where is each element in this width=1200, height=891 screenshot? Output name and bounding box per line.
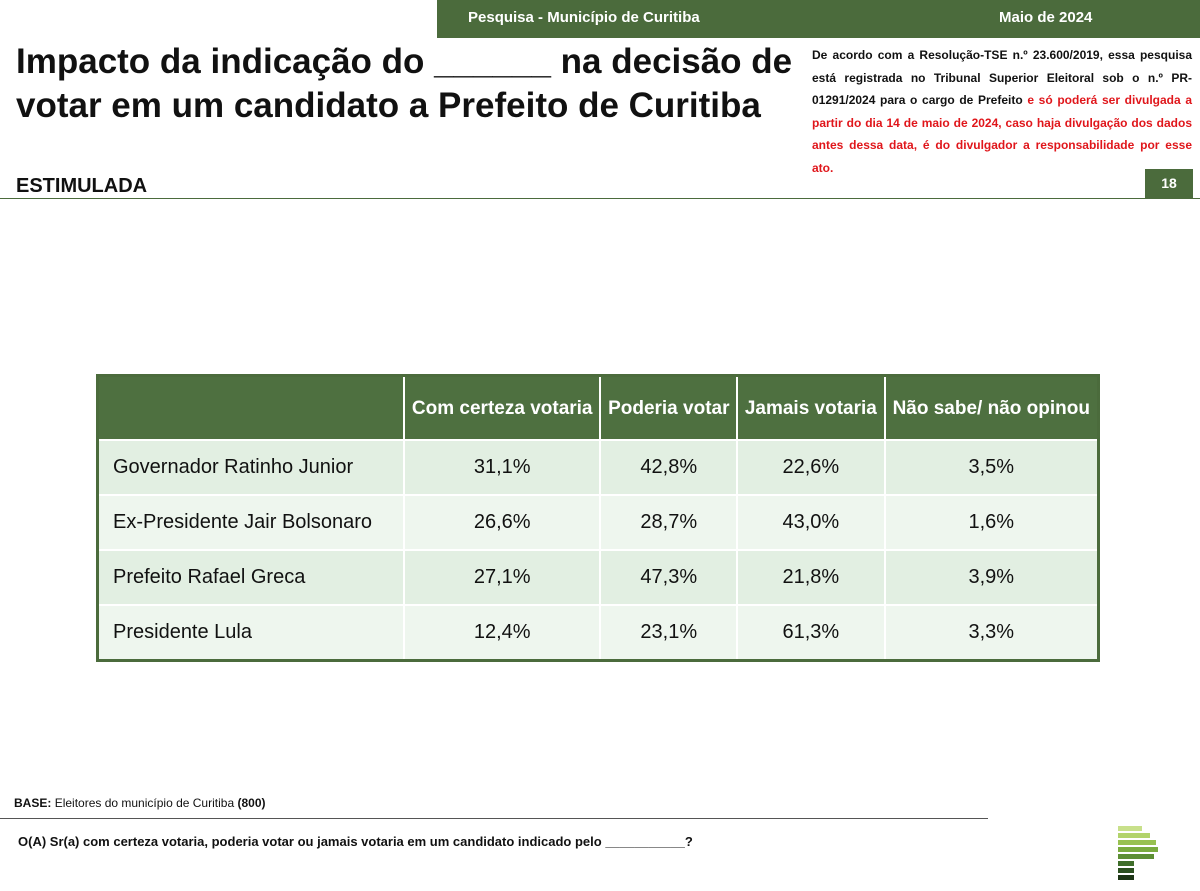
header-row: Com certeza votaria Poderia votar Jamais v… (97, 375, 1099, 440)
cell: 42,8% (599, 439, 738, 495)
cell: 26,6% (402, 494, 601, 550)
base-note: BASE: Eleitores do município de Curitiba… (14, 796, 265, 810)
disclaimer: De acordo com a Resolução-TSE n.º 23.600… (812, 44, 1192, 179)
table-row: Ex-Presidente Jair Bolsonaro 26,6% 28,7% 43… (97, 494, 1099, 550)
cell: 27,1% (402, 549, 601, 605)
cell: 3,3% (883, 604, 1099, 661)
cell: 43,0% (736, 494, 885, 550)
header-line (0, 198, 1200, 199)
table-row: Presidente Lula 12,4% 23,1% 61,3% 3,3% (97, 604, 1099, 661)
footer-line (0, 818, 988, 819)
base-count: (800) (237, 796, 266, 810)
base-text: Eleitores do município de Curitiba (54, 796, 235, 810)
cell: 22,6% (736, 439, 885, 495)
cell: 23,1% (599, 604, 738, 661)
disclaimer-text: De acordo com a Resolução-TSE n.º 23.600… (812, 48, 1192, 107)
header-right: Maio de 2024 (999, 9, 1093, 26)
header-bar: Pesquisa - Município de Curitiba Maio de… (437, 0, 1200, 38)
column-header: Poderia votar (599, 375, 738, 440)
cell: 3,9% (883, 549, 1099, 605)
logo (1118, 826, 1158, 880)
table-row: Prefeito Rafael Greca 27,1% 47,3% 21,8% 3,9% (97, 549, 1099, 605)
cell: 3,5% (883, 439, 1099, 495)
column-header: Não sabe/ não opinou (883, 375, 1099, 440)
cell: 61,3% (736, 604, 885, 661)
cell: 28,7% (599, 494, 738, 550)
row-label: Prefeito Rafael Greca (97, 549, 404, 605)
cell: 31,1% (402, 439, 601, 495)
row-label: Governador Ratinho Junior (97, 439, 404, 495)
table-row: Governador Ratinho Junior 31,1% 42,8% 22,6%… (97, 439, 1099, 495)
subtitle: ESTIMULADA (16, 175, 148, 197)
column-header: Com certeza votaria (402, 375, 601, 440)
column-header: Jamais votaria (736, 375, 885, 440)
header-left: Pesquisa - Município de Curitiba (468, 9, 700, 26)
page-number: 18 (1145, 169, 1193, 198)
cell: 47,3% (599, 549, 738, 605)
row-label: Presidente Lula (97, 604, 404, 661)
title: Impacto da indicação do ______ na decisã… (16, 42, 793, 125)
corner-cell (97, 375, 404, 440)
base-label: BASE: (14, 796, 52, 810)
disclaimer-warning: e só poderá ser divulgada a partir do di… (812, 93, 1192, 175)
table-body: Governador Ratinho Junior 31,1% 42,8% 22,6%… (97, 439, 1099, 661)
cell: 1,6% (883, 494, 1099, 550)
cell: 12,4% (402, 604, 601, 661)
results-table: Com certeza votaria Poderia votar Jamais v… (96, 374, 1100, 662)
question: O(A) Sr(a) com certeza votaria, poderia … (18, 834, 693, 849)
cell: 21,8% (736, 549, 885, 605)
row-label: Ex-Presidente Jair Bolsonaro (97, 494, 404, 550)
